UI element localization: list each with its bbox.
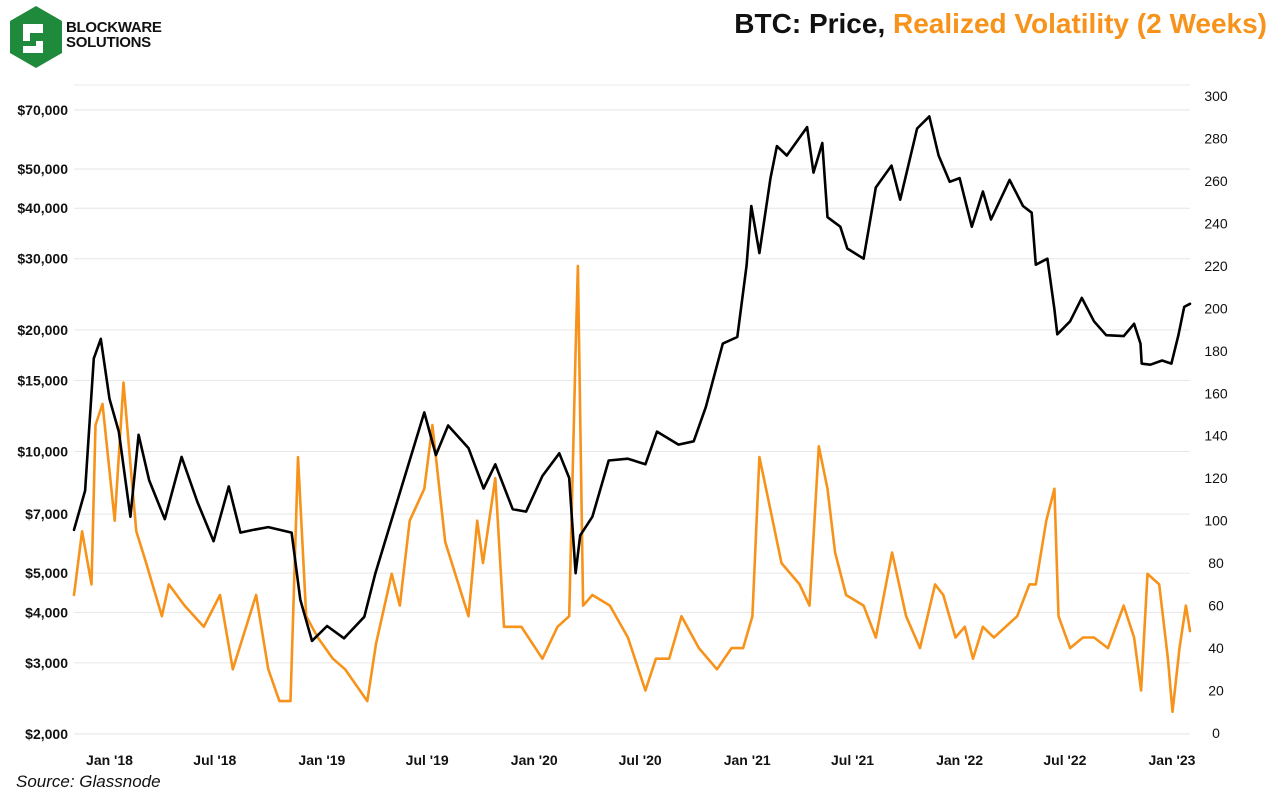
chart-title-volatility: Realized Volatility (2 Weeks) bbox=[893, 8, 1267, 39]
left-tick-label: $7,000 bbox=[25, 506, 68, 522]
right-tick-label: 160 bbox=[1204, 385, 1228, 401]
right-tick-label: 180 bbox=[1204, 343, 1228, 359]
x-tick-label: Jul '22 bbox=[1043, 752, 1086, 768]
right-tick-label: 200 bbox=[1204, 300, 1228, 316]
left-tick-label: $40,000 bbox=[17, 200, 68, 216]
right-tick-label: 280 bbox=[1204, 130, 1228, 146]
right-tick-label: 140 bbox=[1204, 428, 1228, 444]
left-tick-label: $15,000 bbox=[17, 372, 68, 388]
volatility-series bbox=[72, 264, 1192, 714]
x-tick-label: Jan '21 bbox=[724, 752, 771, 768]
volatility-line bbox=[72, 264, 1192, 714]
x-tick-label: Jan '18 bbox=[86, 752, 133, 768]
price-line bbox=[72, 115, 1192, 643]
left-tick-label: $30,000 bbox=[17, 251, 68, 267]
brand-name-line2: SOLUTIONS bbox=[66, 34, 151, 51]
brand-name-line1: BLOCKWARE bbox=[66, 19, 162, 36]
left-axis: $2,000 $3,000 $4,000 $5,000 $7,000 $10,000 $15… bbox=[17, 102, 68, 742]
right-axis: 0 20 40 60 80 100 120 140 160 180 200 220 240 260 280 3… bbox=[1204, 88, 1228, 741]
right-tick-label: 100 bbox=[1204, 513, 1228, 529]
x-tick-label: Jan '20 bbox=[511, 752, 558, 768]
right-tick-label: 80 bbox=[1208, 555, 1224, 571]
right-tick-label: 0 bbox=[1212, 725, 1220, 741]
x-tick-label: Jan '19 bbox=[298, 752, 345, 768]
left-tick-label: $70,000 bbox=[17, 102, 68, 118]
chart-title-price: BTC: Price, bbox=[734, 8, 886, 39]
right-tick-label: 300 bbox=[1204, 88, 1228, 104]
x-tick-label: Jan '22 bbox=[936, 752, 983, 768]
right-tick-label: 40 bbox=[1208, 640, 1224, 656]
brand-name: BLOCKWARE SOLUTIONS bbox=[66, 20, 162, 50]
price-series bbox=[72, 115, 1192, 643]
left-tick-label: $50,000 bbox=[17, 161, 68, 177]
x-tick-label: Jul '18 bbox=[193, 752, 236, 768]
chart-title: BTC: Price, Realized Volatility (2 Weeks… bbox=[734, 8, 1267, 40]
right-tick-label: 120 bbox=[1204, 470, 1228, 486]
left-tick-label: $10,000 bbox=[17, 444, 68, 460]
left-tick-label: $5,000 bbox=[25, 565, 68, 581]
x-tick-label: Jul '20 bbox=[619, 752, 662, 768]
left-tick-label: $3,000 bbox=[25, 655, 68, 671]
x-tick-label: Jul '19 bbox=[406, 752, 449, 768]
right-tick-label: 220 bbox=[1204, 258, 1228, 274]
grid-layer bbox=[74, 84, 1190, 735]
right-tick-label: 20 bbox=[1208, 683, 1224, 699]
x-axis: Jan '18 Jul '18 Jan '19 Jul '19 Jan '20 Jul '… bbox=[86, 752, 1196, 768]
left-tick-label: $20,000 bbox=[17, 322, 68, 338]
right-tick-label: 260 bbox=[1204, 173, 1228, 189]
blockware-logo bbox=[10, 6, 62, 68]
logo-mark bbox=[23, 24, 43, 53]
source-note: Source: Glassnode bbox=[16, 772, 161, 791]
left-tick-label: $2,000 bbox=[25, 726, 68, 742]
left-tick-label: $4,000 bbox=[25, 604, 68, 620]
x-tick-label: Jan '23 bbox=[1149, 752, 1196, 768]
right-tick-label: 60 bbox=[1208, 598, 1224, 614]
right-tick-label: 240 bbox=[1204, 215, 1228, 231]
x-tick-label: Jul '21 bbox=[831, 752, 874, 768]
